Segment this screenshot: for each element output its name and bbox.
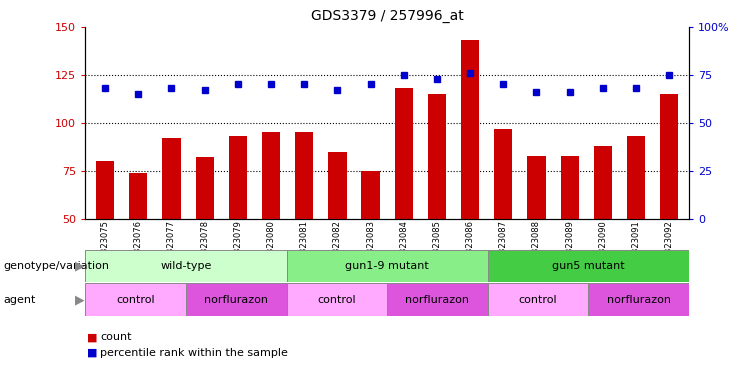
Text: norflurazon: norflurazon xyxy=(405,295,470,305)
Text: gun1-9 mutant: gun1-9 mutant xyxy=(345,261,429,271)
Text: gun5 mutant: gun5 mutant xyxy=(552,261,625,271)
Bar xyxy=(627,136,645,219)
Bar xyxy=(594,146,612,219)
Bar xyxy=(528,156,545,219)
Bar xyxy=(494,129,513,219)
Text: control: control xyxy=(116,295,155,305)
Text: agent: agent xyxy=(4,295,36,305)
Text: ■: ■ xyxy=(87,332,98,342)
Bar xyxy=(488,283,588,316)
Bar xyxy=(96,161,114,219)
Bar xyxy=(186,283,287,316)
Bar xyxy=(560,156,579,219)
Bar xyxy=(85,283,186,316)
Bar xyxy=(660,94,678,219)
Bar xyxy=(461,40,479,219)
Bar xyxy=(387,283,488,316)
Bar xyxy=(588,283,689,316)
Bar xyxy=(395,88,413,219)
Text: ▶: ▶ xyxy=(76,293,84,306)
Text: control: control xyxy=(318,295,356,305)
Bar xyxy=(488,250,689,282)
Bar xyxy=(362,171,379,219)
Text: genotype/variation: genotype/variation xyxy=(4,261,110,271)
Bar xyxy=(287,250,488,282)
Text: ▶: ▶ xyxy=(76,260,84,272)
Text: norflurazon: norflurazon xyxy=(607,295,671,305)
Text: wild-type: wild-type xyxy=(160,261,211,271)
Bar xyxy=(328,152,347,219)
Bar xyxy=(229,136,247,219)
Bar xyxy=(428,94,446,219)
Text: percentile rank within the sample: percentile rank within the sample xyxy=(100,348,288,358)
Bar xyxy=(129,173,147,219)
Text: ■: ■ xyxy=(87,348,98,358)
Bar xyxy=(196,157,214,219)
Bar xyxy=(287,283,387,316)
Text: control: control xyxy=(519,295,557,305)
Title: GDS3379 / 257996_at: GDS3379 / 257996_at xyxy=(310,9,464,23)
Bar xyxy=(162,138,181,219)
Text: norflurazon: norflurazon xyxy=(205,295,268,305)
Text: count: count xyxy=(100,332,132,342)
Bar xyxy=(295,132,313,219)
Bar xyxy=(85,250,287,282)
Bar xyxy=(262,132,280,219)
